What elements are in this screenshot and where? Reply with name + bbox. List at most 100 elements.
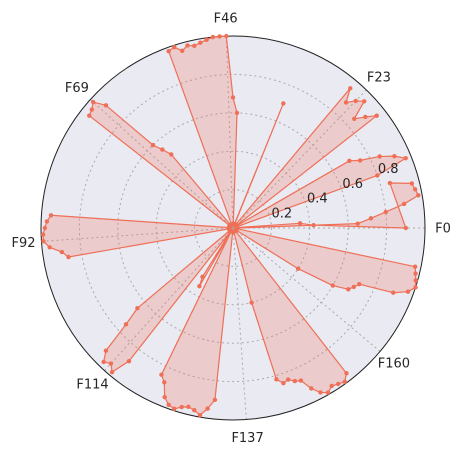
data-point xyxy=(295,266,301,271)
data-point xyxy=(166,48,171,54)
r-tick-label: 0.2 xyxy=(272,206,293,221)
data-point xyxy=(166,402,171,408)
data-point xyxy=(47,245,52,250)
data-point xyxy=(89,107,95,112)
data-point xyxy=(162,394,167,400)
data-point xyxy=(387,180,393,186)
data-point xyxy=(234,110,240,116)
data-point xyxy=(212,397,218,403)
data-point xyxy=(274,377,279,382)
data-point xyxy=(48,213,54,218)
data-point xyxy=(342,379,347,384)
category-label: F23 xyxy=(367,70,391,85)
data-point xyxy=(249,300,254,305)
data-point xyxy=(108,361,114,366)
data-point xyxy=(200,274,205,280)
data-point xyxy=(179,404,184,410)
data-point xyxy=(169,152,174,157)
data-point xyxy=(40,232,46,237)
data-point xyxy=(309,386,314,391)
data-point xyxy=(172,45,177,50)
data-point xyxy=(90,99,96,105)
data-point xyxy=(135,306,140,311)
data-point xyxy=(109,369,115,375)
data-point xyxy=(368,216,374,221)
data-point xyxy=(403,156,408,161)
angular-gridline xyxy=(104,227,234,372)
category-label: F137 xyxy=(231,431,263,446)
data-point xyxy=(101,359,106,365)
data-point xyxy=(160,147,165,152)
data-point xyxy=(311,222,316,228)
angular-gridline xyxy=(232,227,381,352)
data-point xyxy=(204,37,209,42)
data-point xyxy=(42,225,48,231)
data-point xyxy=(412,264,418,269)
data-point xyxy=(336,381,341,387)
angular-gridline xyxy=(225,36,234,229)
category-label: F46 xyxy=(214,12,238,27)
data-point xyxy=(281,381,286,386)
data-point xyxy=(103,103,109,108)
data-point xyxy=(413,271,418,276)
data-point xyxy=(353,98,358,104)
data-point xyxy=(292,378,298,384)
data-point xyxy=(329,383,334,389)
angular-gridline xyxy=(89,99,234,229)
data-point xyxy=(192,43,197,49)
data-point xyxy=(357,282,362,287)
data-point xyxy=(41,239,46,244)
data-point xyxy=(285,377,291,382)
data-point xyxy=(363,114,368,120)
category-label: F92 xyxy=(11,236,35,251)
data-point xyxy=(162,380,167,385)
data-point xyxy=(357,158,363,163)
data-point xyxy=(217,34,222,39)
data-point xyxy=(186,404,191,410)
data-point xyxy=(66,254,71,260)
data-point xyxy=(412,187,418,192)
category-label: F69 xyxy=(65,81,89,96)
data-point xyxy=(392,153,397,159)
r-tick-label: 0.6 xyxy=(342,177,363,192)
category-label: F114 xyxy=(76,378,108,393)
data-point xyxy=(205,406,210,411)
data-point xyxy=(224,33,229,39)
data-point xyxy=(318,390,323,395)
data-point xyxy=(409,181,415,186)
data-point xyxy=(234,225,240,231)
data-point xyxy=(59,249,65,255)
data-point xyxy=(103,348,109,353)
data-point xyxy=(346,287,351,292)
data-point xyxy=(343,100,349,105)
data-point xyxy=(44,219,50,224)
data-point xyxy=(126,358,132,364)
data-point xyxy=(298,378,304,383)
data-point xyxy=(197,284,202,289)
data-point xyxy=(179,48,185,54)
data-point xyxy=(87,113,92,118)
data-point xyxy=(374,113,379,118)
data-point xyxy=(355,221,360,226)
data-point xyxy=(377,154,382,159)
data-point xyxy=(210,34,216,40)
r-gridline xyxy=(194,189,272,267)
data-point xyxy=(351,284,356,290)
data-point xyxy=(185,43,190,48)
data-point xyxy=(383,209,388,215)
category-label: F0 xyxy=(435,222,451,237)
data-point xyxy=(403,225,408,231)
data-point xyxy=(405,289,411,294)
data-point xyxy=(197,412,203,418)
data-point xyxy=(150,142,156,148)
outer-frame xyxy=(40,35,426,421)
data-point xyxy=(347,158,352,163)
data-point xyxy=(123,322,129,327)
category-label: F160 xyxy=(378,357,410,372)
angular-gridline xyxy=(232,227,247,420)
r-tick-label: 0.4 xyxy=(307,192,328,207)
data-point xyxy=(330,283,335,288)
data-point xyxy=(159,372,164,377)
data-point xyxy=(192,407,197,413)
